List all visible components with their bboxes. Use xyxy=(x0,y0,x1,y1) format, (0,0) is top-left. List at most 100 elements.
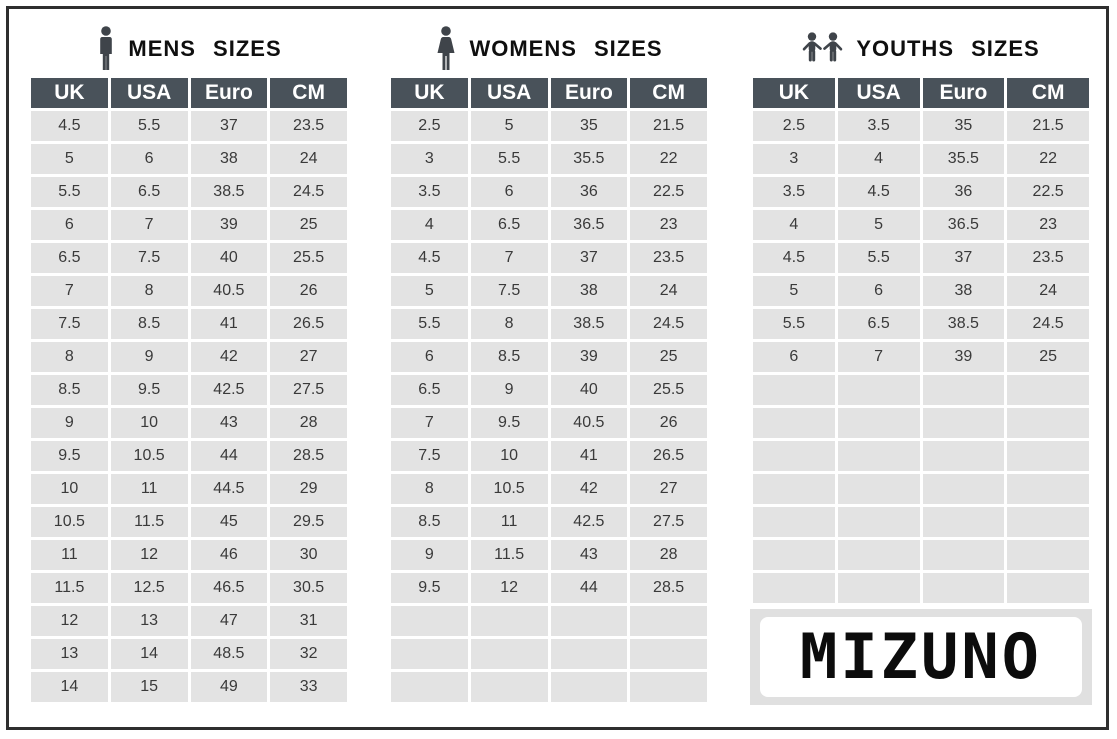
column-header-usa: USA xyxy=(110,78,188,108)
size-cell: 6 xyxy=(837,276,920,306)
size-cell: 5.5 xyxy=(31,177,108,207)
size-cell: 9 xyxy=(470,375,548,405)
size-cell: 27 xyxy=(630,474,707,504)
size-cell: 33 xyxy=(270,672,347,702)
table-row: 6.5 9 40 25.5 xyxy=(391,375,707,405)
size-cell: 42.5 xyxy=(550,507,628,537)
size-cell: 23.5 xyxy=(630,243,707,273)
size-cell: 44 xyxy=(550,573,628,603)
table-row: 9.5 10.5 44 28.5 xyxy=(31,441,347,471)
womens-title: WOMENS SIZES xyxy=(469,36,663,61)
size-cell: 3 xyxy=(753,144,835,174)
size-cell xyxy=(470,606,548,636)
size-cell: 5 xyxy=(470,111,548,141)
size-cell: 10 xyxy=(470,441,548,471)
size-cell: 7.5 xyxy=(391,441,468,471)
size-cell: 41 xyxy=(550,441,628,471)
mizuno-logo-text: MIZUNO xyxy=(800,620,1042,693)
size-cell xyxy=(837,375,920,405)
youths-section: YOUTHS SIZES UK USA Euro CM 2.5 3.5 35 21.5… xyxy=(750,26,1092,705)
size-cell: 5.5 xyxy=(753,309,835,339)
size-cell xyxy=(550,606,628,636)
size-cell: 4.5 xyxy=(391,243,468,273)
size-cell: 40.5 xyxy=(190,276,268,306)
size-cell: 15 xyxy=(110,672,188,702)
size-cell: 27.5 xyxy=(270,375,347,405)
size-cell: 8 xyxy=(110,276,188,306)
youths-size-table: UK USA Euro CM 2.5 3.5 35 21.5 3 4 35.5 22 3.5 4.… xyxy=(750,75,1092,606)
table-row: 9.5 12 44 28.5 xyxy=(391,573,707,603)
size-cell: 45 xyxy=(190,507,268,537)
table-row: 5.5 6.5 38.5 24.5 xyxy=(753,309,1089,339)
size-cell: 9 xyxy=(31,408,108,438)
size-cell xyxy=(1007,441,1089,471)
size-cell xyxy=(753,474,835,504)
size-cell: 25.5 xyxy=(270,243,347,273)
size-cell xyxy=(470,672,548,702)
size-cell xyxy=(1007,573,1089,603)
size-cell: 13 xyxy=(110,606,188,636)
table-row: 4 5 36.5 23 xyxy=(753,210,1089,240)
size-cell: 4 xyxy=(753,210,835,240)
size-cell: 40 xyxy=(550,375,628,405)
size-cell xyxy=(837,507,920,537)
size-cell xyxy=(753,375,835,405)
size-cell: 3.5 xyxy=(391,177,468,207)
table-row: 11.5 12.5 46.5 30.5 xyxy=(31,573,347,603)
size-cell xyxy=(922,573,1005,603)
table-row: 3.5 6 36 22.5 xyxy=(391,177,707,207)
size-cell: 37 xyxy=(190,111,268,141)
table-row: 10 11 44.5 29 xyxy=(31,474,347,504)
size-cell xyxy=(922,375,1005,405)
table-row xyxy=(753,375,1089,405)
size-cell xyxy=(391,639,468,669)
size-cell: 14 xyxy=(110,639,188,669)
size-cell: 5 xyxy=(391,276,468,306)
size-cell: 14 xyxy=(31,672,108,702)
size-cell: 13 xyxy=(31,639,108,669)
size-cell xyxy=(1007,408,1089,438)
size-cell: 5.5 xyxy=(470,144,548,174)
table-row: 7 9.5 40.5 26 xyxy=(391,408,707,438)
size-cell xyxy=(753,408,835,438)
size-cell: 6 xyxy=(391,342,468,372)
table-row xyxy=(753,441,1089,471)
size-cell: 8.5 xyxy=(31,375,108,405)
size-cell: 49 xyxy=(190,672,268,702)
size-chart: MENS SIZES UK USA Euro CM 4.5 5.5 37 23.5 5 6… xyxy=(28,26,1092,705)
size-cell: 7 xyxy=(31,276,108,306)
size-cell: 42 xyxy=(550,474,628,504)
size-cell: 38 xyxy=(550,276,628,306)
size-cell xyxy=(922,540,1005,570)
size-cell: 11.5 xyxy=(31,573,108,603)
size-cell: 12 xyxy=(470,573,548,603)
size-cell xyxy=(470,639,548,669)
table-row: 3 4 35.5 22 xyxy=(753,144,1089,174)
size-cell: 37 xyxy=(550,243,628,273)
logo-panel: MIZUNO xyxy=(750,609,1092,705)
size-cell: 7.5 xyxy=(31,309,108,339)
size-cell: 12 xyxy=(110,540,188,570)
table-row: 10.5 11.5 45 29.5 xyxy=(31,507,347,537)
size-cell: 21.5 xyxy=(630,111,707,141)
table-row: 8 10.5 42 27 xyxy=(391,474,707,504)
table-row: 6 7 39 25 xyxy=(31,210,347,240)
size-cell: 38 xyxy=(922,276,1005,306)
size-cell: 35 xyxy=(550,111,628,141)
size-cell: 8.5 xyxy=(110,309,188,339)
size-cell: 27.5 xyxy=(630,507,707,537)
size-cell: 44 xyxy=(190,441,268,471)
mens-section: MENS SIZES UK USA Euro CM 4.5 5.5 37 23.5 5 6… xyxy=(28,26,350,705)
table-row: 4.5 7 37 23.5 xyxy=(391,243,707,273)
size-cell: 43 xyxy=(550,540,628,570)
size-cell: 6.5 xyxy=(31,243,108,273)
size-cell: 3 xyxy=(391,144,468,174)
table-row xyxy=(753,540,1089,570)
size-cell: 26 xyxy=(270,276,347,306)
size-cell: 38.5 xyxy=(190,177,268,207)
size-cell: 28.5 xyxy=(630,573,707,603)
size-cell: 4.5 xyxy=(31,111,108,141)
size-cell: 10.5 xyxy=(470,474,548,504)
size-cell: 6.5 xyxy=(837,309,920,339)
size-cell: 7 xyxy=(837,342,920,372)
